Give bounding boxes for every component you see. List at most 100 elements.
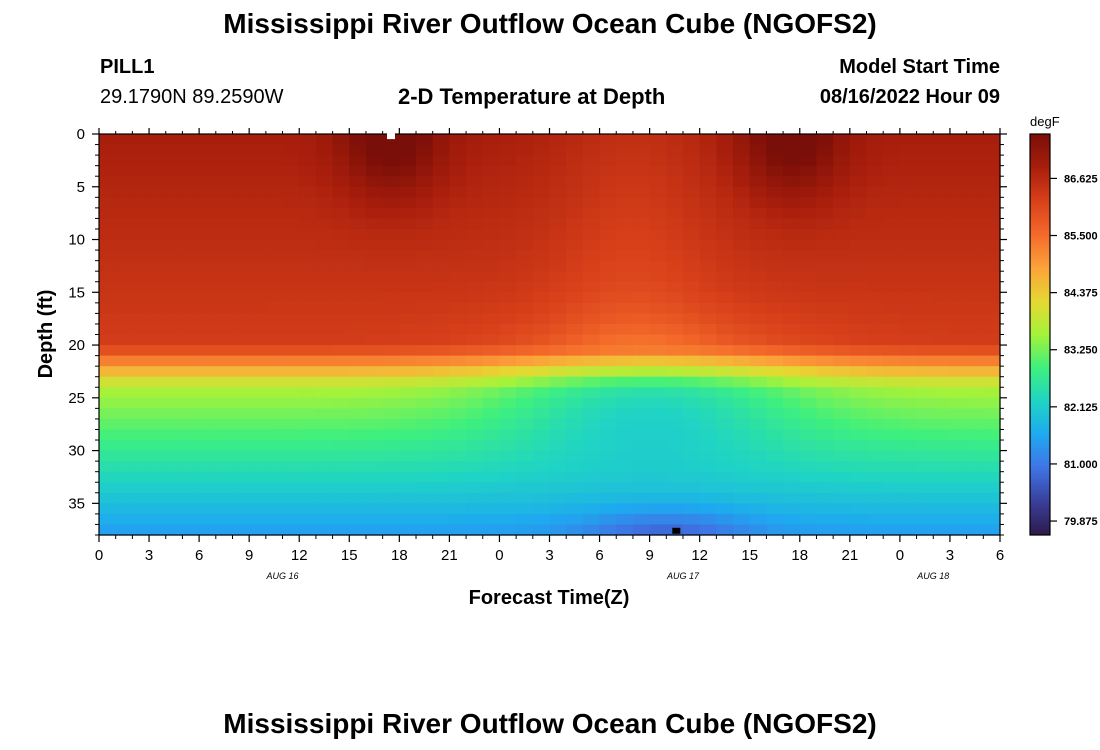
heatmap-cell bbox=[482, 302, 501, 314]
heatmap-cell bbox=[115, 408, 133, 420]
heatmap-cell bbox=[149, 513, 167, 526]
heatmap-cell bbox=[249, 387, 267, 399]
heatmap-cell bbox=[416, 397, 434, 409]
heatmap-cell bbox=[215, 302, 234, 314]
heatmap-cell bbox=[499, 155, 517, 167]
heatmap-cell bbox=[416, 281, 434, 293]
heatmap-cell bbox=[215, 334, 234, 346]
heatmap-cell bbox=[582, 345, 601, 357]
heatmap-cell bbox=[983, 292, 1001, 304]
heatmap-cell bbox=[249, 334, 267, 346]
heatmap-cell bbox=[349, 218, 367, 230]
heatmap-cell bbox=[616, 271, 634, 283]
heatmap-cell bbox=[499, 366, 517, 378]
heatmap-cell bbox=[199, 397, 217, 409]
heatmap-cell bbox=[199, 471, 217, 483]
heatmap-cell bbox=[949, 165, 968, 177]
heatmap-cell bbox=[282, 186, 300, 198]
heatmap-cell bbox=[149, 302, 167, 314]
heatmap-cell bbox=[783, 418, 801, 431]
heatmap-cell bbox=[599, 176, 617, 188]
heatmap-cell bbox=[215, 418, 234, 431]
heatmap-cell bbox=[299, 260, 317, 272]
heatmap-cell bbox=[899, 513, 918, 526]
heatmap-cell bbox=[165, 524, 184, 536]
heatmap-cell bbox=[215, 397, 234, 409]
heatmap-cell bbox=[199, 176, 217, 188]
heatmap-cell bbox=[232, 334, 250, 346]
heatmap-cell bbox=[365, 397, 384, 409]
heatmap-cell bbox=[766, 155, 784, 167]
heatmap-cell bbox=[766, 461, 784, 473]
heatmap-cell bbox=[466, 482, 484, 494]
heatmap-cell bbox=[616, 155, 634, 167]
heatmap-cell bbox=[532, 144, 551, 156]
heatmap-cell bbox=[182, 228, 200, 241]
heatmap-cell bbox=[733, 334, 751, 346]
heatmap-cell bbox=[399, 492, 417, 504]
heatmap-cell bbox=[716, 503, 734, 515]
heatmap-cell bbox=[699, 429, 717, 441]
heatmap-cell bbox=[699, 144, 717, 156]
heatmap-cell bbox=[482, 513, 501, 526]
heatmap-cell bbox=[666, 186, 684, 198]
heatmap-cell bbox=[332, 323, 350, 336]
heatmap-cell bbox=[532, 387, 551, 399]
heatmap-cell bbox=[783, 292, 801, 304]
heatmap-cell bbox=[232, 144, 250, 156]
heatmap-cell bbox=[532, 186, 551, 198]
heatmap-cell bbox=[516, 155, 534, 167]
heatmap-cell bbox=[749, 207, 768, 220]
heatmap-cell bbox=[299, 366, 317, 378]
heatmap-cell bbox=[532, 503, 551, 515]
heatmap-cell bbox=[249, 144, 267, 156]
heatmap-cell bbox=[416, 387, 434, 399]
heatmap-cell bbox=[716, 461, 734, 473]
heatmap-cell bbox=[365, 250, 384, 262]
heatmap-cell bbox=[265, 186, 284, 198]
heatmap-cell bbox=[899, 313, 918, 325]
heatmap-cell bbox=[199, 440, 217, 452]
heatmap-cell bbox=[232, 228, 250, 241]
heatmap-cell bbox=[382, 239, 400, 251]
heatmap-cell bbox=[933, 313, 951, 325]
heatmap-cell bbox=[199, 134, 217, 146]
heatmap-cell bbox=[666, 334, 684, 346]
heatmap-cell bbox=[899, 144, 918, 156]
heatmap-cell bbox=[349, 302, 367, 314]
heatmap-cell bbox=[716, 197, 734, 209]
heatmap-cell bbox=[916, 260, 934, 272]
heatmap-cell bbox=[883, 429, 901, 441]
x-tick-label: 15 bbox=[341, 547, 358, 564]
heatmap-cell bbox=[165, 429, 184, 441]
heatmap-cell bbox=[165, 482, 184, 494]
heatmap-cell bbox=[432, 471, 450, 483]
heatmap-cell bbox=[265, 397, 284, 409]
heatmap-cell bbox=[632, 376, 651, 388]
heatmap-cell bbox=[966, 334, 984, 346]
heatmap-cell bbox=[99, 144, 117, 156]
heatmap-cell bbox=[99, 302, 117, 314]
heatmap-cell bbox=[866, 482, 884, 494]
heatmap-cell bbox=[132, 323, 150, 336]
colorbar-unit: degF bbox=[1030, 114, 1060, 129]
heatmap-cell bbox=[549, 387, 567, 399]
heatmap-cell bbox=[432, 513, 450, 526]
heatmap-cell bbox=[165, 313, 184, 325]
heatmap-cell bbox=[499, 218, 517, 230]
heatmap-cell bbox=[949, 482, 968, 494]
heatmap-cell bbox=[599, 165, 617, 177]
heatmap-cell bbox=[616, 471, 634, 483]
heatmap-cell bbox=[582, 482, 601, 494]
heatmap-cell bbox=[582, 271, 601, 283]
heatmap-cell bbox=[783, 207, 801, 220]
heatmap-cell bbox=[416, 503, 434, 515]
heatmap-cell bbox=[332, 366, 350, 378]
heatmap-cell bbox=[566, 334, 584, 346]
heatmap-cell bbox=[265, 492, 284, 504]
heatmap-cell bbox=[649, 387, 667, 399]
heatmap-cell bbox=[99, 366, 117, 378]
heatmap-cell bbox=[499, 397, 517, 409]
heatmap-cell bbox=[783, 218, 801, 230]
heatmap-cell bbox=[249, 134, 267, 146]
